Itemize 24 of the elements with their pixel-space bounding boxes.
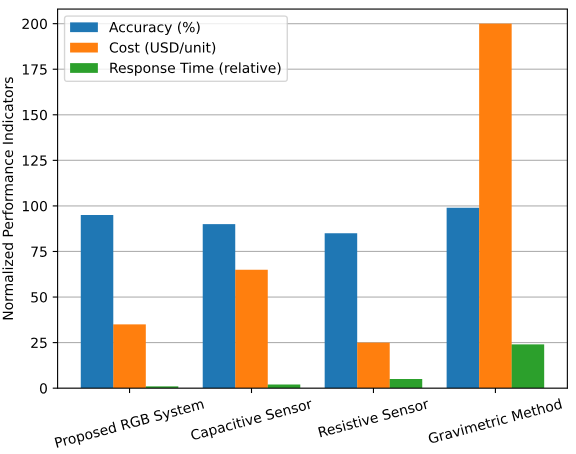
y-tick-label: 125 bbox=[22, 155, 47, 166]
legend-label: Cost (USD/unit) bbox=[110, 42, 216, 54]
y-tick-label: 50 bbox=[31, 292, 47, 303]
bar bbox=[479, 24, 512, 388]
x-tick-label: Resistive Sensor bbox=[318, 398, 430, 438]
bar bbox=[80, 215, 114, 388]
legend-label: Accuracy (%) bbox=[109, 22, 200, 36]
y-tick-label: 75 bbox=[31, 246, 47, 257]
legend-label: Response Time (relative) bbox=[110, 62, 281, 76]
bar bbox=[113, 324, 146, 388]
bar bbox=[446, 208, 480, 388]
bar bbox=[202, 224, 236, 388]
bar bbox=[357, 342, 390, 388]
bar bbox=[512, 344, 544, 388]
bar bbox=[324, 233, 358, 388]
bar bbox=[235, 270, 268, 388]
y-tick-label: 25 bbox=[31, 338, 47, 348]
y-tick-label: 175 bbox=[22, 64, 47, 75]
y-tick-label: 0 bbox=[40, 383, 47, 394]
y-axis-title: Normalized Performance Indicators bbox=[2, 77, 14, 320]
y-tick-label: 100 bbox=[22, 200, 47, 212]
bar bbox=[390, 379, 422, 388]
y-tick-label: 150 bbox=[22, 110, 47, 120]
y-tick-label: 200 bbox=[22, 18, 47, 30]
